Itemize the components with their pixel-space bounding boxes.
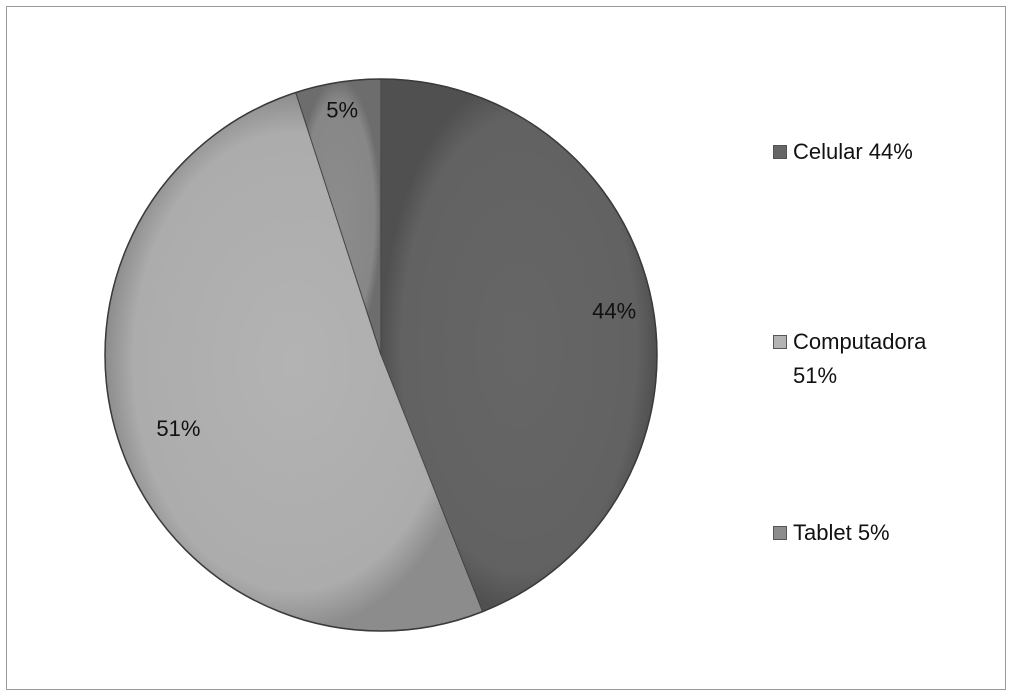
data-label-tablet: 5% (326, 98, 358, 123)
legend-item-computadora: Computadora 51% (773, 325, 953, 393)
legend-label: Computadora 51% (793, 329, 927, 388)
pie-outline (104, 78, 658, 632)
pie-slice-shading (104, 92, 483, 632)
legend-item-celular: Celular 44% (773, 135, 963, 169)
pie-slice-shading (295, 79, 381, 355)
data-label-computadora: 51% (156, 416, 200, 441)
legend-swatch (773, 526, 787, 540)
legend-label: Tablet 5% (793, 520, 890, 545)
legend-swatch (773, 335, 787, 349)
legend-label: Celular 44% (793, 139, 913, 164)
data-label-celular: 44% (592, 299, 636, 324)
legend-item-tablet: Tablet 5% (773, 516, 963, 550)
legend-swatch (773, 145, 787, 159)
pie-slice-shading (381, 79, 658, 612)
